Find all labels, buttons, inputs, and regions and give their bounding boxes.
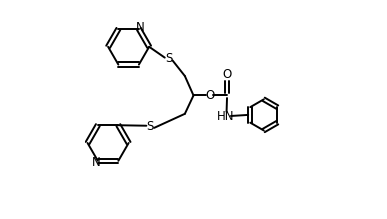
- Text: O: O: [223, 68, 232, 81]
- Text: O: O: [205, 89, 214, 102]
- Text: HN: HN: [217, 110, 234, 123]
- Text: N: N: [92, 156, 101, 169]
- Text: S: S: [147, 120, 154, 133]
- Text: N: N: [135, 21, 144, 34]
- Text: S: S: [165, 52, 172, 65]
